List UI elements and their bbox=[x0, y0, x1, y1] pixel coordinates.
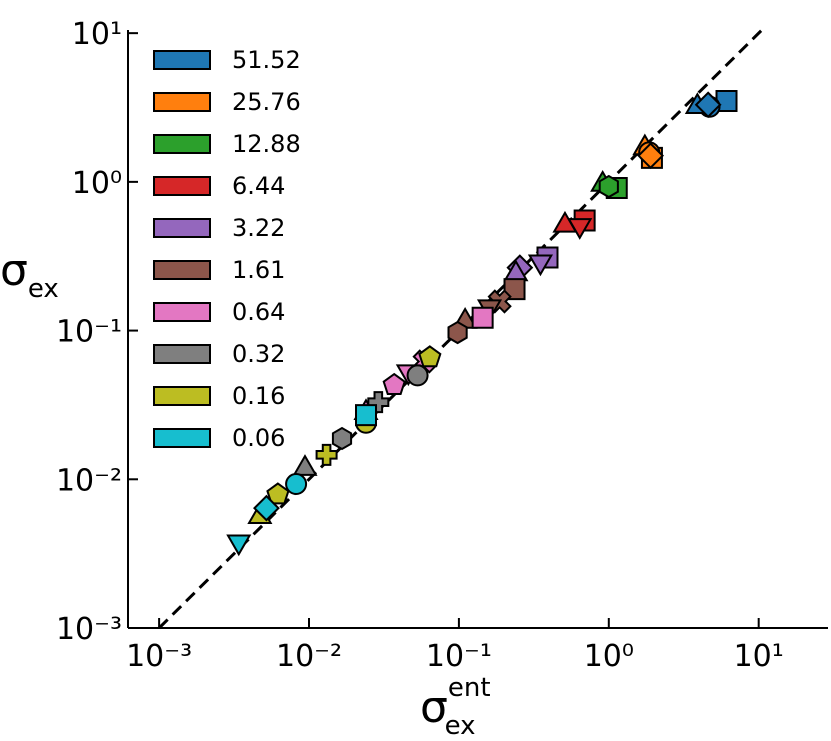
legend-label: 0.64 bbox=[232, 298, 285, 326]
x-tick-label: 10⁻² bbox=[276, 639, 342, 674]
legend-label: 12.88 bbox=[232, 130, 301, 158]
legend-swatch bbox=[153, 218, 211, 238]
point bbox=[292, 454, 318, 476]
point bbox=[418, 345, 442, 368]
point bbox=[567, 218, 593, 240]
legend-label: 51.52 bbox=[232, 46, 301, 74]
y-tick-label: 10⁻³ bbox=[56, 612, 122, 647]
point bbox=[253, 494, 280, 522]
point bbox=[315, 443, 338, 466]
x-tick-label: 10⁻³ bbox=[126, 639, 192, 674]
y-tick-label: 10⁻² bbox=[56, 463, 122, 498]
legend-swatch bbox=[153, 50, 211, 70]
point bbox=[382, 372, 406, 395]
x-label-sub: ex bbox=[445, 711, 476, 741]
legend-swatch bbox=[153, 428, 211, 448]
legend-label: 0.32 bbox=[232, 340, 285, 368]
point bbox=[694, 91, 722, 119]
legend-label: 1.61 bbox=[232, 256, 285, 284]
y-axis-label: σex bbox=[0, 245, 59, 304]
point bbox=[355, 404, 378, 427]
x-axis-label: σent ex bbox=[420, 673, 491, 741]
legend-label: 3.22 bbox=[232, 214, 285, 242]
y-tick-label: 10⁰ bbox=[72, 166, 122, 201]
y-tick-label: 10¹ bbox=[72, 17, 122, 52]
legend-swatch bbox=[153, 176, 211, 196]
x-tick-label: 10¹ bbox=[734, 639, 784, 674]
legend-label: 6.44 bbox=[232, 172, 285, 200]
legend-swatch bbox=[153, 344, 211, 364]
x-label-symbol: σ bbox=[420, 682, 448, 733]
legend-swatch bbox=[153, 92, 211, 112]
legend-swatch bbox=[153, 260, 211, 280]
legend-label: 0.16 bbox=[232, 382, 285, 410]
y-label-sub: ex bbox=[28, 274, 59, 304]
point bbox=[331, 426, 353, 451]
legend-label: 25.76 bbox=[232, 88, 301, 116]
point bbox=[447, 320, 468, 345]
x-label-sup: ent bbox=[448, 673, 491, 703]
point bbox=[406, 364, 429, 387]
point bbox=[471, 306, 494, 329]
legend-label: 0.06 bbox=[232, 424, 285, 452]
point bbox=[527, 254, 554, 277]
x-tick-label: 10⁰ bbox=[584, 639, 634, 674]
point bbox=[285, 472, 308, 495]
legend-swatch bbox=[153, 386, 211, 406]
point bbox=[637, 142, 664, 170]
x-tick-label: 10⁻¹ bbox=[426, 639, 492, 674]
point bbox=[598, 174, 619, 199]
y-label-symbol: σ bbox=[0, 245, 28, 296]
point bbox=[266, 482, 290, 505]
legend-swatch bbox=[153, 302, 211, 322]
point bbox=[367, 391, 390, 414]
point bbox=[226, 534, 252, 557]
y-tick-label: 10⁻¹ bbox=[56, 315, 122, 350]
legend-swatch bbox=[153, 134, 211, 154]
